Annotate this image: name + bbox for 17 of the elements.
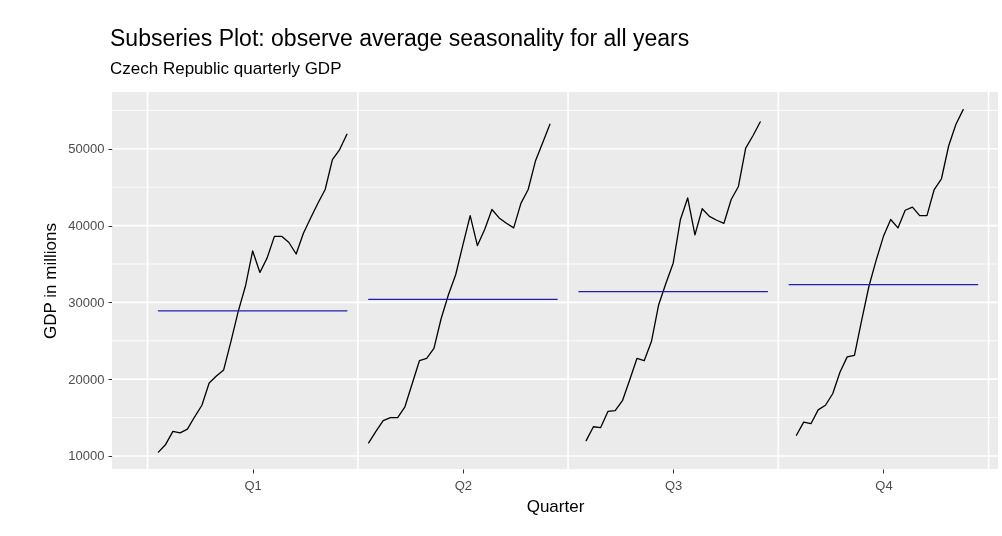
x-tick-label: Q1: [244, 477, 262, 493]
y-tick-label: 50000: [68, 141, 105, 157]
line-series: [585, 121, 761, 442]
x-axis-title: Quarter: [526, 496, 585, 516]
line-series: [795, 109, 964, 436]
y-axis-title: GDP in millions: [41, 223, 61, 339]
y-tick-label: 10000: [68, 448, 105, 464]
x-tick-label: Q2: [454, 477, 473, 493]
line-series: [368, 123, 551, 444]
y-tick-label: 30000: [68, 294, 105, 310]
y-tick-label: 40000: [68, 218, 105, 234]
y-tick-label: 20000: [68, 371, 105, 387]
chart-subtitle: Czech Republic quarterly GDP: [110, 59, 342, 79]
x-tick-label: Q3: [665, 477, 683, 493]
x-tick-label: Q4: [875, 477, 893, 493]
line-series: [157, 133, 348, 453]
chart-title: Subseries Plot: observe average seasonality for all years: [110, 25, 690, 52]
